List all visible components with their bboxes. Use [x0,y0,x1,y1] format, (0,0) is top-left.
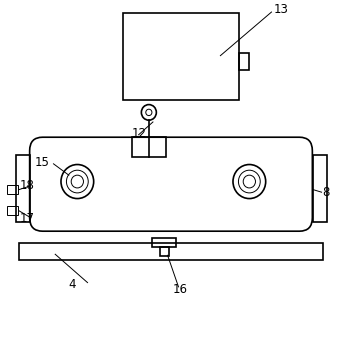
Text: 17: 17 [19,212,35,225]
Bar [313,155,327,222]
Text: 13: 13 [273,3,288,16]
Bar [132,137,166,157]
Bar [123,13,239,100]
Bar [152,238,176,247]
Text: 12: 12 [132,127,147,140]
Text: 8: 8 [323,186,330,199]
Text: 4: 4 [69,278,76,291]
Bar [160,247,169,256]
Bar [16,155,30,222]
Bar [7,206,18,215]
Bar [239,53,249,69]
Text: 18: 18 [19,179,34,192]
Text: 16: 16 [173,283,188,296]
Bar [19,242,323,260]
Text: 15: 15 [35,156,50,168]
Bar [7,185,18,194]
